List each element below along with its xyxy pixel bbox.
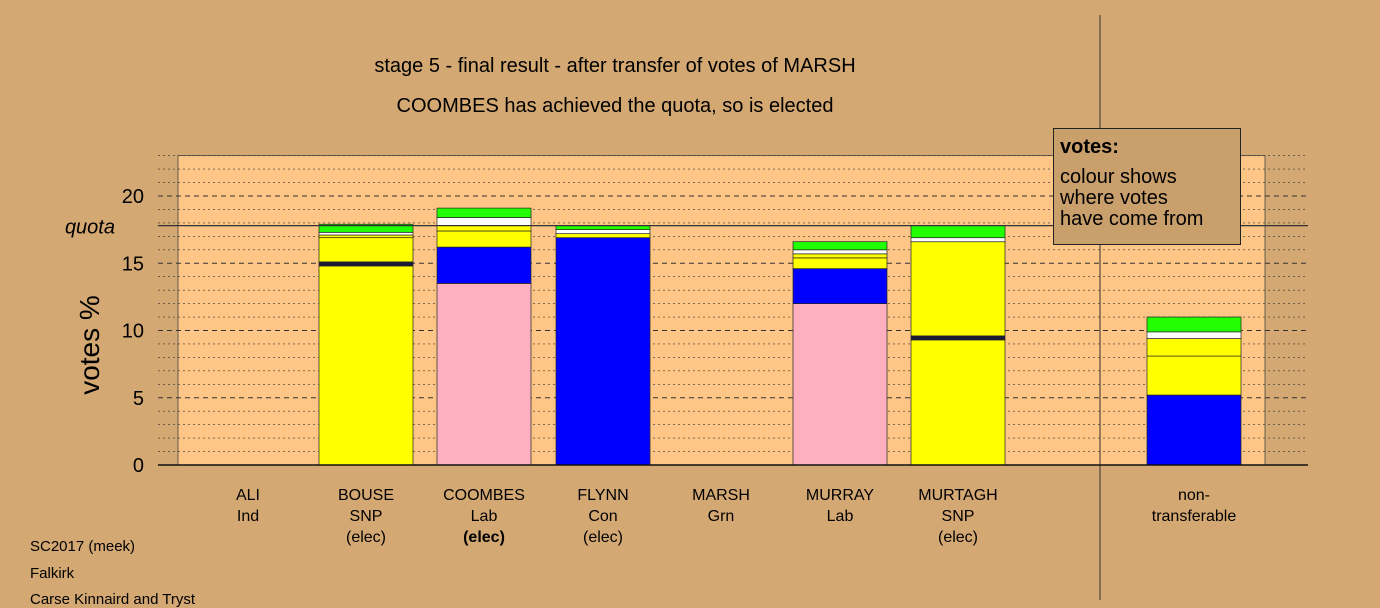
bar-segment xyxy=(792,249,888,255)
bar-segment xyxy=(555,237,651,466)
legend-text-line: have come from xyxy=(1060,208,1204,230)
y-axis-label: votes % xyxy=(74,295,105,395)
bar-segment xyxy=(1146,331,1242,339)
footer-council: Falkirk xyxy=(30,565,75,582)
footer-method: SC2017 (meek) xyxy=(30,538,136,555)
legend: votes: colour shows where votes have com… xyxy=(1053,128,1241,245)
bar-segment xyxy=(792,253,888,259)
candidate-party: Con xyxy=(588,508,617,525)
legend-text-line: where votes xyxy=(1060,187,1168,209)
candidate-party: SNP xyxy=(350,508,383,525)
bar-segment xyxy=(792,303,888,466)
candidate-name: COOMBES xyxy=(443,487,525,504)
legend-text-line: colour shows xyxy=(1060,166,1177,188)
bar-segment xyxy=(1146,338,1242,357)
bar-segment xyxy=(318,234,414,239)
bar-segment xyxy=(318,231,414,236)
bar-segment xyxy=(792,241,888,251)
bar-segment xyxy=(910,237,1006,243)
bar-segment xyxy=(1146,394,1242,466)
y-tick-label: 5 xyxy=(133,388,144,410)
candidate-name: MURTAGH xyxy=(918,487,997,504)
candidate-name: FLYNN xyxy=(577,487,628,504)
candidate-party: SNP xyxy=(942,508,975,525)
candidate-party: Lab xyxy=(827,508,854,525)
bar-segment xyxy=(436,246,532,284)
candidate-party: Ind xyxy=(237,508,259,525)
candidate-status: (elec) xyxy=(346,529,386,546)
bar-segment xyxy=(436,225,532,232)
bar-segment xyxy=(436,207,532,218)
bar-segment xyxy=(318,265,414,466)
bar-segment xyxy=(1146,316,1242,333)
bar-segment xyxy=(318,237,414,263)
candidate-party: transferable xyxy=(1152,508,1237,525)
bar-segment xyxy=(555,225,651,230)
candidate-party: Lab xyxy=(471,508,498,525)
candidate-party: Grn xyxy=(708,508,735,525)
candidate-name: MURRAY xyxy=(806,487,874,504)
candidate-status: (elec) xyxy=(938,529,978,546)
bar-segment xyxy=(555,233,651,239)
bar-segment xyxy=(1146,355,1242,396)
candidate-name: MARSH xyxy=(692,487,750,504)
candidate-name: ALI xyxy=(236,487,260,504)
bar-segment xyxy=(555,229,651,235)
y-tick-label: 10 xyxy=(122,321,144,343)
bar-segment xyxy=(318,223,414,233)
y-tick-label: 15 xyxy=(122,253,144,275)
bar-segment xyxy=(910,335,1006,341)
candidate-name: BOUSE xyxy=(338,487,394,504)
chart-subtitle: COOMBES has achieved the quota, so is el… xyxy=(396,95,834,117)
legend-title: votes: xyxy=(1060,136,1119,158)
quota-label: quota xyxy=(65,217,115,239)
bar-segment xyxy=(436,217,532,226)
candidate-name: non- xyxy=(1178,487,1210,504)
candidate-status: (elec) xyxy=(583,529,623,546)
bar-segment xyxy=(318,261,414,267)
candidate-status: (elec) xyxy=(463,529,505,546)
bar-segment xyxy=(910,339,1006,466)
bar-segment xyxy=(436,230,532,248)
y-tick-label: 20 xyxy=(122,186,144,208)
bar-segment xyxy=(792,268,888,304)
bar-segment xyxy=(910,241,1006,337)
chart-title: stage 5 - final result - after transfer … xyxy=(374,55,856,77)
bar-segment xyxy=(792,257,888,269)
bar-segment xyxy=(910,225,1006,239)
bar-segment xyxy=(436,283,532,466)
y-tick-label: 0 xyxy=(133,455,144,477)
